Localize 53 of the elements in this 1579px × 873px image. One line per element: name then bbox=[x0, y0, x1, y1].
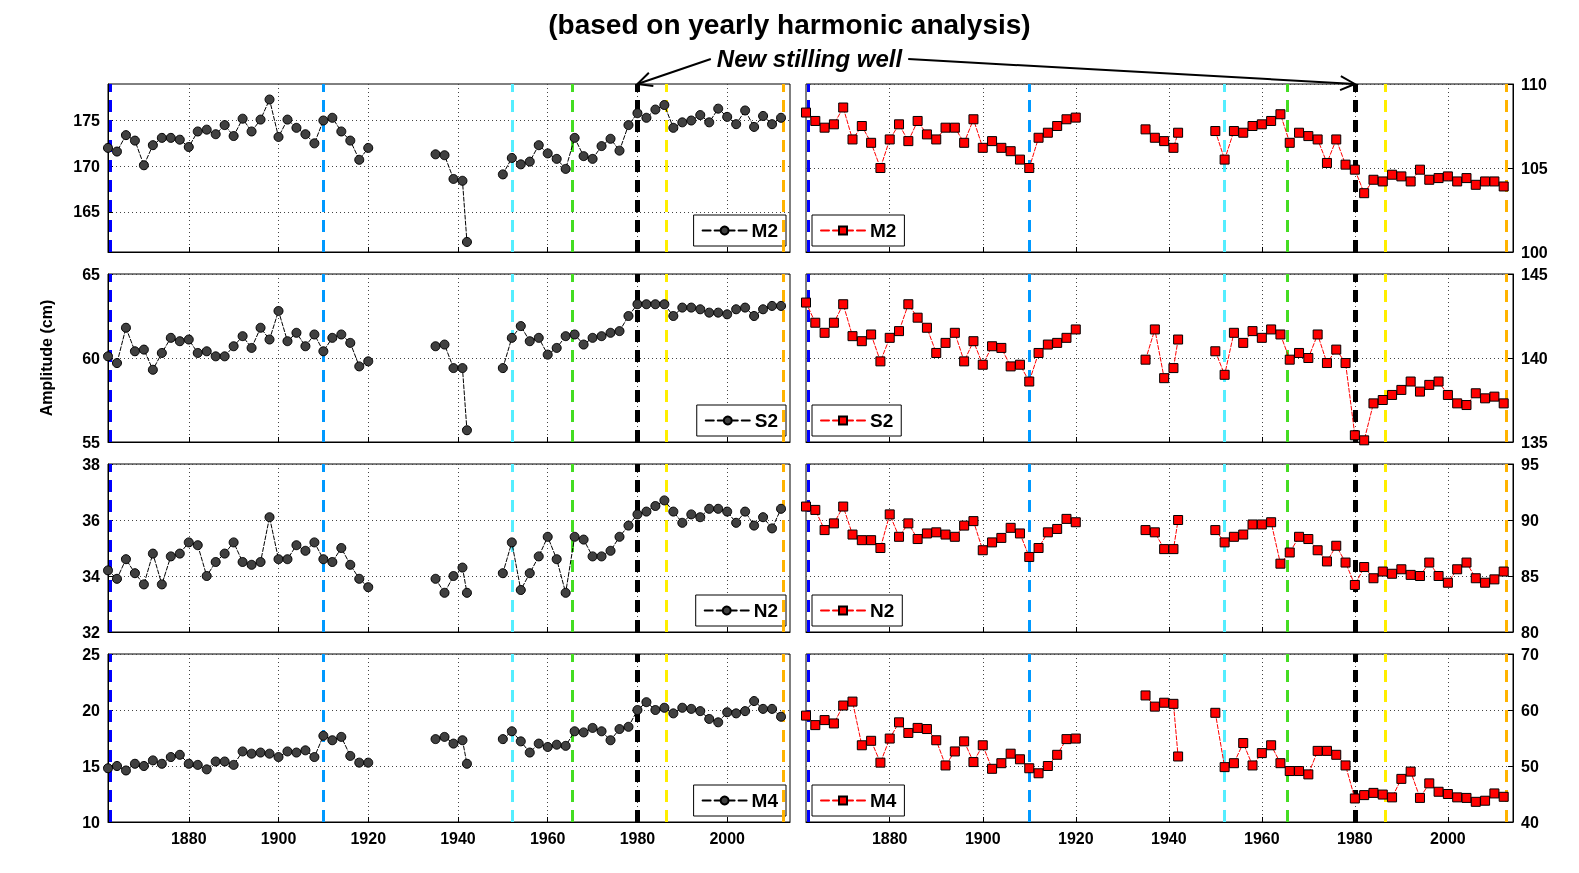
legend-label: S2 bbox=[754, 410, 779, 431]
y-tick-label: 70 bbox=[1521, 645, 1539, 663]
y-tick-label: 105 bbox=[1521, 159, 1548, 177]
y-tick-label: 80 bbox=[1521, 623, 1539, 641]
y-tick-label: 110 bbox=[1521, 75, 1547, 93]
legend-label: N2 bbox=[870, 600, 895, 621]
y-tick-label: 36 bbox=[82, 511, 101, 529]
legend-label: M4 bbox=[751, 790, 779, 811]
y-tick-label: 65 bbox=[82, 265, 101, 283]
chart-title: (based on yearly harmonic analysis) bbox=[547, 8, 1032, 42]
y-axis-title: Amplitude (cm) bbox=[37, 299, 55, 417]
y-tick-label: 25 bbox=[82, 645, 101, 663]
y-tick-label: 135 bbox=[1521, 433, 1548, 451]
y-tick-label: 34 bbox=[82, 567, 101, 585]
y-tick-label: 90 bbox=[1521, 511, 1539, 529]
y-tick-label: 175 bbox=[73, 112, 101, 130]
y-tick-label: 60 bbox=[1521, 701, 1539, 719]
legend-label: M2 bbox=[751, 220, 779, 241]
x-tick-label: 1900 bbox=[964, 829, 1001, 847]
y-tick-label: 32 bbox=[82, 623, 101, 641]
annotation: New stilling well bbox=[716, 45, 903, 73]
y-tick-label: 10 bbox=[82, 813, 101, 831]
x-tick-label: 1880 bbox=[170, 829, 207, 847]
x-tick-label: 1900 bbox=[260, 829, 297, 847]
x-tick-label: 1920 bbox=[350, 829, 387, 847]
y-tick-label: 85 bbox=[1521, 567, 1539, 585]
y-tick-label: 50 bbox=[1521, 757, 1539, 775]
y-tick-label: 95 bbox=[1521, 455, 1539, 473]
y-tick-label: 55 bbox=[82, 433, 101, 451]
y-tick-label: 170 bbox=[73, 157, 101, 175]
y-tick-label: 38 bbox=[82, 455, 101, 473]
x-tick-label: 1980 bbox=[1337, 829, 1373, 847]
y-tick-label: 100 bbox=[1521, 243, 1548, 261]
y-tick-label: 145 bbox=[1521, 265, 1548, 283]
y-tick-label: 140 bbox=[1521, 349, 1548, 367]
x-tick-label: 1940 bbox=[440, 829, 476, 847]
x-tick-label: 1920 bbox=[1057, 829, 1094, 847]
x-tick-label: 1980 bbox=[619, 829, 656, 847]
y-tick-label: 15 bbox=[82, 757, 101, 775]
legend-label: M2 bbox=[870, 220, 897, 241]
y-tick-label: 20 bbox=[82, 701, 101, 719]
y-tick-label: 60 bbox=[82, 349, 101, 367]
x-tick-label: 2000 bbox=[709, 829, 746, 847]
y-tick-label: 165 bbox=[73, 203, 101, 221]
x-tick-label: 1960 bbox=[1244, 829, 1280, 847]
legend-label: S2 bbox=[870, 410, 894, 431]
legend-label: N2 bbox=[753, 600, 779, 621]
x-tick-label: 1880 bbox=[871, 829, 908, 847]
x-tick-label: 1960 bbox=[529, 829, 566, 847]
legend-label: M4 bbox=[870, 790, 897, 811]
x-tick-label: 2000 bbox=[1430, 829, 1466, 847]
y-tick-label: 40 bbox=[1521, 813, 1539, 831]
x-tick-label: 1940 bbox=[1151, 829, 1187, 847]
